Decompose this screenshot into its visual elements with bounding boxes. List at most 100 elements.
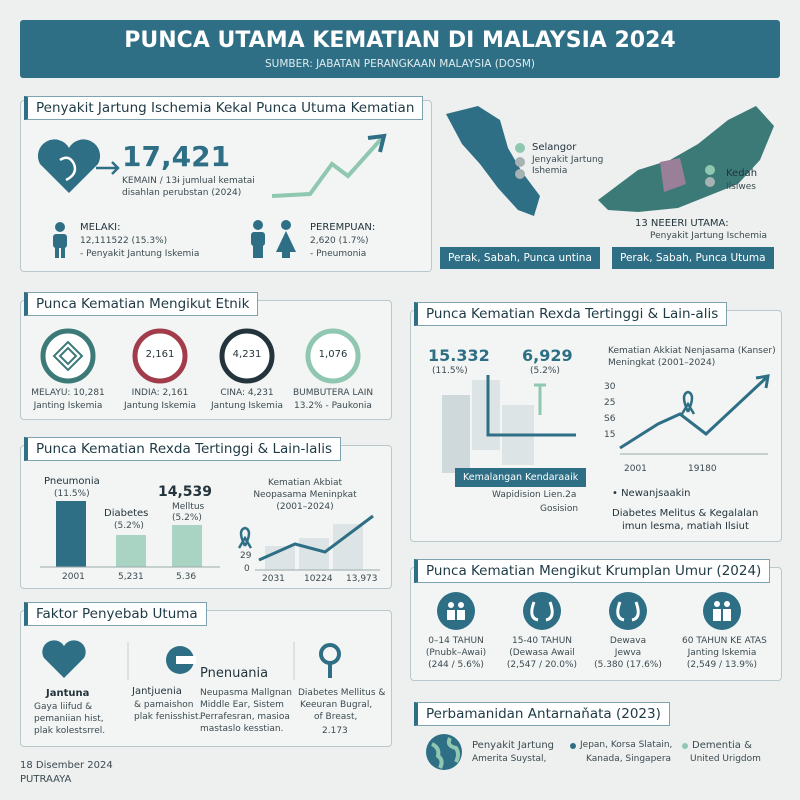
factor-text: Perrafesran, masioa — [200, 712, 290, 722]
factor-text: Middle Ear, Sistem — [200, 700, 284, 710]
factor-text: Gaya liifud & — [34, 702, 93, 712]
factor-icons — [42, 640, 341, 680]
map-button: Perak, Sabah, Punca Utuma — [612, 247, 774, 269]
age-label: 0–14 TAHUN — [428, 636, 484, 646]
intl-dot — [570, 743, 576, 749]
male-value: 12,111522 (15.3%) — [80, 236, 168, 246]
y-tick-label: 25 — [604, 398, 616, 408]
female-cause: - Pneumonia — [310, 249, 367, 259]
bar-value: 14,539 — [158, 484, 213, 500]
age-sub: (Pnubk–Awai) — [425, 648, 487, 658]
ethnic-label: BUMBUTERA LAIN — [293, 388, 374, 398]
map-note: Penyakit Jartung Ischemia — [650, 231, 767, 241]
bar-label: Melltus — [172, 502, 205, 512]
age-label: 15-40 TAHUN — [511, 636, 573, 646]
leading-box — [20, 100, 432, 272]
section-title: Punca Kematian Mengikut Krumplan Umur (2… — [414, 559, 771, 583]
title: PUNCA UTAMA KEMATIAN DI MALAYSIA 2024 — [124, 28, 676, 53]
factor-text: & pamaishon — [134, 700, 194, 710]
desc-line: KEMAIN / 13ɨ jumlual kematai — [122, 176, 255, 186]
age-label: Dewava — [609, 636, 647, 646]
y-tick-label: 29 — [240, 551, 252, 561]
ethnic-circles — [40, 328, 361, 384]
trend-title: Meningkat (2001–2024) — [608, 358, 716, 368]
percent: (11.5%) — [432, 366, 468, 376]
x-tick-label: 2031 — [262, 574, 285, 584]
map-label: Jenyakit Jartung — [532, 155, 604, 165]
map-label: Ilsiwes — [726, 182, 756, 192]
factor-name: Diabetes Mellitus & — [298, 688, 386, 698]
trend-icon — [271, 133, 387, 198]
intl-text: Jepan, Korsa Slatain, — [580, 740, 673, 750]
trend-title: Neopasama Meninpkat — [253, 490, 357, 500]
factor-text: of Breast, — [314, 712, 358, 722]
circle-value: 2,161 — [145, 349, 175, 360]
y-tick-label: 0 — [244, 564, 250, 574]
y-tick-label: S6 — [604, 414, 616, 424]
trend-title: (2001–2024) — [276, 502, 334, 512]
bullet: • Newanjsaakin — [612, 488, 691, 499]
globe-icon — [426, 734, 462, 770]
bar-label: (11.5%) — [54, 489, 90, 499]
age-value: (2,549 / 13.9%) — [686, 660, 758, 670]
caption: Kemalangan Kendaraaik — [455, 468, 587, 487]
x-label: 5,231 — [118, 572, 144, 582]
bullet: imun lesma, matiah Ilsiut — [622, 521, 749, 532]
section-title: Punca Kematian Rexda Tertinggi & Lain-la… — [24, 437, 341, 461]
x-tick-label: 19180 — [688, 464, 717, 474]
y-tick-label: 15 — [604, 430, 616, 440]
section-title: Punca Kematian Rexda Tertinggi & Lain-al… — [414, 302, 728, 326]
section-title: Penyakit Jartung Ischemia Kekal Punca Ut… — [24, 96, 424, 120]
trend-title: Kematian Akbiat — [267, 478, 342, 488]
factor-text: Keeuran Bugral, — [300, 700, 373, 710]
ethnic-cause: Janting Iskemia — [33, 401, 103, 411]
map — [446, 106, 774, 216]
intl-text: United Urigdom — [690, 754, 761, 764]
factor-name: Jantuna — [46, 688, 90, 699]
section-title: Faktor Penyebab Utuma — [24, 602, 207, 626]
male-cause: - Penyakit Jantung Iskemia — [80, 249, 200, 259]
value: 6,929 — [522, 346, 573, 365]
factor-text: 2.173 — [322, 726, 348, 736]
age-value: (2,547 / 20.0%) — [506, 660, 578, 670]
bar-label: (5.2%) — [114, 521, 144, 531]
percent: (5.2%) — [530, 366, 560, 376]
map-note: 13 NEEERI UTAMA: — [635, 218, 729, 229]
age-sub: Jewva — [614, 648, 642, 658]
age-sub: Janting Iskemia — [687, 648, 757, 658]
bar-label: Diabetes — [104, 508, 149, 519]
ethnic-cause: Jantung Iskemia — [124, 401, 196, 411]
male-label: MELAKI: — [80, 222, 121, 233]
map-button: Perak, Sabah, Punca untina — [440, 247, 600, 269]
circle-value: 4,231 — [232, 349, 262, 360]
factor-text: mastaslo kesstian. — [200, 724, 284, 734]
male-icon — [53, 222, 67, 258]
block-chart — [442, 375, 576, 473]
sub: Gosision — [540, 504, 579, 514]
footer-place: PUTRAAYA — [20, 774, 72, 785]
section-title: Perbamanidan Antarnaňata (2023) — [414, 702, 670, 726]
map-label: Selangor — [532, 142, 577, 153]
intl-text: Penyakit Jartung — [472, 740, 555, 751]
value: 15.332 — [428, 346, 490, 365]
x-label: 2001 — [62, 572, 85, 582]
age-value: (5.380 (17.6%) — [594, 660, 662, 670]
ethnic-cause: Jantung Iskemia — [211, 401, 283, 411]
age-value: (244 / 5.6%) — [428, 660, 484, 670]
footer-date: 18 Disember 2024 — [20, 760, 113, 771]
header-bar — [20, 20, 780, 78]
intl-text: Kanada, Singapera — [586, 754, 672, 764]
ethnic-label: INDIA: 2,161 — [131, 388, 189, 398]
heart-icon — [37, 139, 120, 193]
intl-text: Amerita Suystal, — [472, 754, 547, 764]
age-label: 60 TAHUN KE ATAS — [682, 636, 767, 646]
age-icons — [437, 592, 741, 630]
map-label: Ishemia — [532, 166, 568, 176]
x-tick-label: 2001 — [624, 464, 647, 474]
source: SUMBER: JABATAN PERANGKAAN MALAYSIA (DOS… — [265, 58, 535, 70]
factors-box — [20, 610, 392, 747]
sub: Wapidision Lien.2a — [492, 490, 577, 500]
trend-chart — [619, 374, 770, 455]
age-sub: (Dewasa Awail — [509, 648, 575, 658]
desc-line: disahlan perubstan (2024) — [122, 188, 242, 198]
